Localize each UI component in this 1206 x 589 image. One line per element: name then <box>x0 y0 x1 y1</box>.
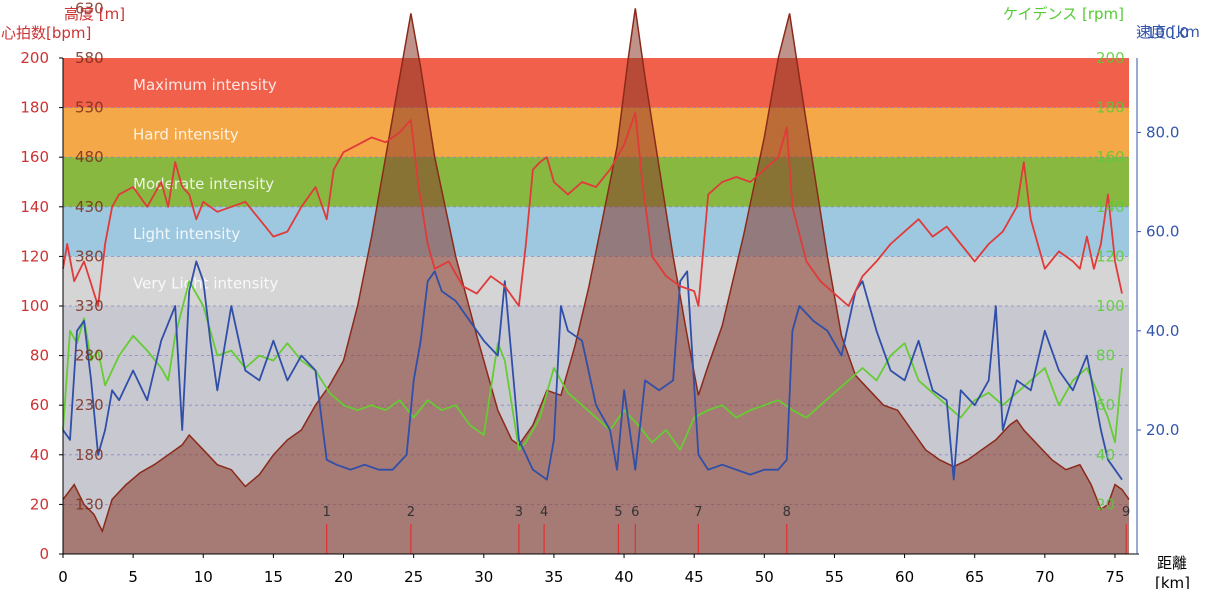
distance-tick-label-8: 40 <box>615 568 634 586</box>
lap-label-4: 4 <box>540 505 548 520</box>
cadence-tick-label-2: 60 <box>1096 396 1115 414</box>
distance-tick-label-13: 65 <box>965 568 984 586</box>
lap-label-3: 3 <box>515 505 523 520</box>
hr-tick-label-3: 60 <box>30 396 49 414</box>
altitude-tick-label-9: 580 <box>75 49 104 67</box>
altitude-tick-label-4: 330 <box>75 297 104 315</box>
series-layer <box>62 8 1130 554</box>
altitude-tick-label-8: 530 <box>75 99 104 117</box>
cadence-axis-title: ケイデンス [rpm] <box>1003 5 1124 23</box>
zone-band-0 <box>63 58 1129 108</box>
cadence-tick-label-3: 80 <box>1096 347 1115 365</box>
altitude-axis-title: 高度 [m] <box>64 5 125 23</box>
distance-tick-label-1: 5 <box>128 568 138 586</box>
lap-label-6: 6 <box>631 505 639 520</box>
cadence-tick-label-1: 40 <box>1096 446 1115 464</box>
distance-tick-label-15: 75 <box>1105 568 1124 586</box>
lap-label-2: 2 <box>407 505 415 520</box>
speed-tick-label-1: 40.0 <box>1146 322 1179 340</box>
hr-tick-label-0: 0 <box>39 545 49 563</box>
cadence-line <box>62 280 1123 451</box>
distance-tick-label-11: 55 <box>825 568 844 586</box>
speed-axis-title: 速度 [km <box>1136 23 1200 41</box>
heart-rate-axis-title: 心拍数[bpm] <box>1 24 91 42</box>
altitude-area <box>63 8 1129 554</box>
cadence-tick-label-0: 20 <box>1096 495 1115 513</box>
cadence-tick-label-9: 200 <box>1096 49 1125 67</box>
hr-tick-label-5: 100 <box>20 297 49 315</box>
zone-band-1 <box>63 107 1129 158</box>
zone-label-4: Very Light intensity <box>133 274 278 292</box>
hr-tick-label-4: 80 <box>30 347 49 365</box>
lap-label-7: 7 <box>694 505 702 520</box>
distance-tick-label-12: 60 <box>895 568 914 586</box>
distance-tick-label-0: 0 <box>58 568 68 586</box>
cadence-tick-label-8: 180 <box>1096 99 1125 117</box>
distance-tick-label-3: 15 <box>264 568 283 586</box>
speed-line <box>62 260 1123 481</box>
zone-label-2: Moderate intensity <box>133 175 274 193</box>
hr-tick-label-8: 160 <box>20 148 49 166</box>
hr-tick-label-10: 200 <box>20 49 49 67</box>
hr-tick-label-9: 180 <box>20 99 49 117</box>
cadence-tick-label-7: 160 <box>1096 148 1125 166</box>
distance-tick-label-7: 35 <box>544 568 563 586</box>
distance-tick-label-10: 50 <box>755 568 774 586</box>
speed-tick-label-0: 20.0 <box>1146 421 1179 439</box>
distance-axis-unit: [km] <box>1155 574 1190 589</box>
zone-band-2 <box>63 157 1129 207</box>
hr-tick-label-6: 120 <box>20 247 49 265</box>
axes: 0204060801001201401601802001301802302803… <box>20 0 1189 586</box>
zone-label-0: Maximum intensity <box>133 76 277 94</box>
speed-tick-label-4: 100.0 <box>1146 24 1189 42</box>
altitude-tick-label-1: 180 <box>75 446 104 464</box>
hr-tick-label-2: 40 <box>30 446 49 464</box>
cadence-tick-label-4: 100 <box>1096 297 1125 315</box>
zone-label-3: Light intensity <box>133 225 240 243</box>
altitude-tick-label-0: 130 <box>75 495 104 513</box>
altitude-tick-label-6: 430 <box>75 198 104 216</box>
cadence-tick-label-6: 140 <box>1096 198 1125 216</box>
distance-tick-label-5: 25 <box>404 568 423 586</box>
hr-tick-label-7: 140 <box>20 198 49 216</box>
lap-label-1: 1 <box>323 505 331 520</box>
distance-tick-label-9: 45 <box>685 568 704 586</box>
altitude-line <box>62 8 1130 534</box>
altitude-tick-label-2: 230 <box>75 396 104 414</box>
distance-tick-label-6: 30 <box>474 568 493 586</box>
hr-tick-label-1: 20 <box>30 495 49 513</box>
speed-tick-label-2: 60.0 <box>1146 223 1179 241</box>
lap-label-9: 9 <box>1122 505 1130 520</box>
distance-tick-label-4: 20 <box>334 568 353 586</box>
altitude-tick-label-3: 280 <box>75 347 104 365</box>
speed-tick-label-3: 80.0 <box>1146 123 1179 141</box>
distance-axis-title: 距離 <box>1157 554 1187 572</box>
lap-label-8: 8 <box>783 505 791 520</box>
altitude-tick-label-10: 630 <box>75 0 104 17</box>
distance-tick-label-2: 10 <box>194 568 213 586</box>
cadence-tick-label-5: 120 <box>1096 247 1125 265</box>
zone-label-1: Hard intensity <box>133 126 239 144</box>
altitude-tick-label-5: 380 <box>75 247 104 265</box>
lap-label-5: 5 <box>614 505 622 520</box>
distance-tick-label-14: 70 <box>1035 568 1054 586</box>
altitude-tick-label-7: 480 <box>75 148 104 166</box>
heart-rate-line <box>62 111 1123 307</box>
